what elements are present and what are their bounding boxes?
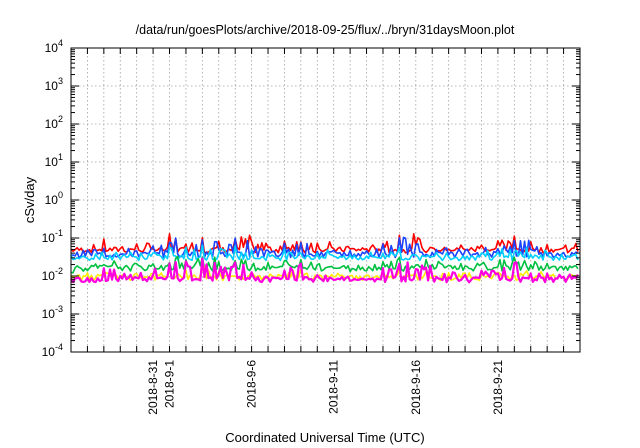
x-tick-label: 2018-9-21 (491, 360, 505, 415)
y-axis: 10-4 10-3 10-2 10-1 100 101 102 103 104 (42, 38, 580, 359)
x-tick-label: 2018-9-6 (245, 360, 259, 408)
series-group (70, 233, 579, 284)
y-tick-label: 101 (45, 152, 63, 169)
grid (71, 47, 580, 353)
y-axis-label: cSv/day (22, 176, 37, 223)
x-tick-label: 2018-8-31 (146, 360, 160, 415)
y-tick-label: 103 (45, 76, 63, 93)
y-tick-label: 10-4 (42, 342, 63, 359)
x-tick-label: 2018-9-11 (327, 360, 341, 414)
chart-title: /data/run/goesPlots/archive/2018-09-25/f… (136, 23, 515, 37)
y-tick-label: 10-3 (42, 304, 63, 321)
x-axis-label: Coordinated Universal Time (UTC) (225, 430, 424, 445)
series-line (70, 244, 579, 262)
x-tick-label: 2018-9-16 (409, 360, 423, 415)
series-line (70, 233, 579, 254)
y-tick-label: 10-1 (42, 228, 63, 245)
y-tick-label: 102 (45, 114, 63, 131)
x-axis: 2018-8-31 2018-9-1 2018-9-6 2018-9-11 2018-9… (86, 48, 565, 415)
y-tick-label: 104 (45, 38, 63, 55)
y-tick-label: 10-2 (42, 266, 63, 283)
y-tick-label: 100 (45, 190, 63, 207)
series-line (70, 257, 579, 284)
x-tick-label: 2018-9-1 (163, 360, 177, 408)
